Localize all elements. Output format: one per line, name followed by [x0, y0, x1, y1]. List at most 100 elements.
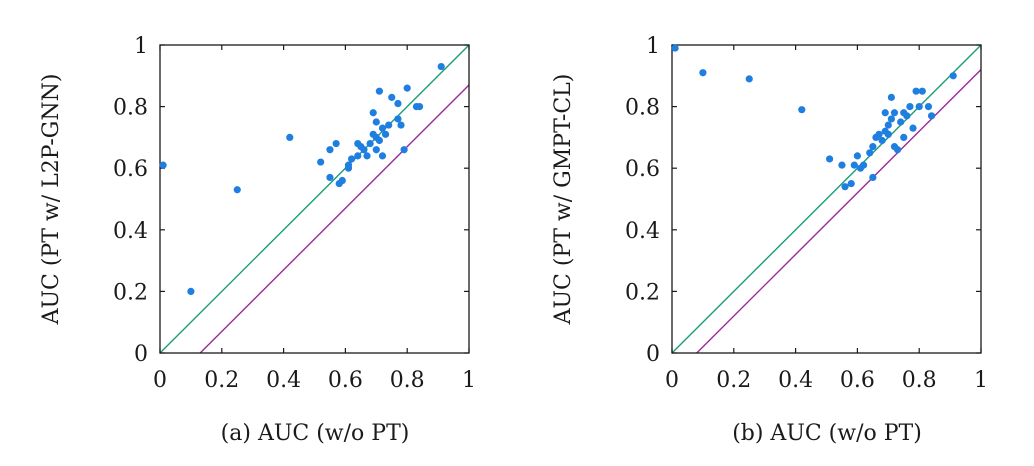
data-point	[798, 106, 806, 114]
data-point	[878, 136, 886, 145]
y-tick-label: 0.2	[625, 280, 660, 305]
data-point	[375, 87, 383, 95]
x-tick-label: 0.4	[778, 368, 813, 393]
panel-b: 0 0.2 0.4 0.6 0.8 1 0 0.2 0.4 0.6 0.8 1 AUC (PT w/ G…	[551, 34, 988, 446]
panel-caption: (a) AUC (w/o PT)	[221, 421, 410, 446]
data-point	[363, 152, 371, 160]
data-point	[397, 121, 405, 129]
x-tick-label: 1	[974, 368, 988, 393]
reference-line-2	[199, 84, 469, 353]
data-point	[918, 87, 926, 95]
data-point	[909, 124, 917, 132]
data-point	[332, 139, 340, 148]
data-point	[372, 118, 380, 126]
data-point	[875, 130, 883, 138]
y-tick-label: 1	[646, 34, 660, 59]
data-point	[372, 146, 380, 154]
y-tick-label: 0.6	[625, 157, 660, 182]
data-point	[317, 158, 325, 166]
data-point	[869, 173, 877, 182]
panel-a: 0 0.2 0.4 0.6 0.8 1 0 0.2 0.4 0.6 0.8 1 AUC (PT w/ L…	[39, 34, 476, 446]
data-point	[884, 130, 892, 138]
data-point	[893, 146, 902, 154]
data-point	[415, 103, 424, 111]
x-tick-label: 0.6	[840, 368, 875, 393]
x-tick-label: 0.2	[204, 368, 239, 393]
y-tick-label: 0	[134, 342, 148, 367]
data-point	[906, 103, 914, 111]
data-point	[378, 124, 387, 132]
reference-line-2	[695, 69, 981, 353]
data-point	[887, 93, 895, 101]
y-tick-label: 0.8	[113, 96, 148, 121]
data-point	[887, 115, 895, 123]
data-point	[869, 143, 877, 151]
data-point	[884, 121, 892, 129]
y-axis-label: AUC (PT w/ L2P-GNN)	[39, 74, 64, 326]
y-tick-label: 0.2	[113, 280, 148, 305]
data-point	[890, 109, 899, 117]
data-point	[850, 161, 858, 169]
data-point	[900, 133, 908, 141]
data-point	[825, 155, 834, 163]
data-point	[388, 93, 396, 101]
x-tick-label: 0.4	[266, 368, 301, 393]
reference-line-1	[672, 45, 981, 353]
y-tick-label: 0	[646, 342, 660, 367]
x-tick-label: 0.8	[902, 368, 937, 393]
data-point	[400, 146, 408, 154]
y-tick-label: 0.4	[113, 219, 148, 244]
data-point	[354, 152, 362, 160]
data-point	[159, 161, 167, 169]
y-tick-label: 0.4	[625, 219, 660, 244]
data-point	[924, 103, 933, 111]
x-tick-label: 1	[462, 368, 476, 393]
reference-line-1	[160, 45, 469, 353]
x-tick-label: 0.6	[328, 368, 363, 393]
data-point	[903, 112, 911, 120]
data-point	[841, 183, 849, 191]
data-point	[394, 115, 402, 123]
y-axis-label: AUC (PT w/ GMPT-CL)	[551, 74, 576, 326]
data-point	[699, 69, 707, 77]
data-point	[403, 84, 411, 92]
data-point	[671, 44, 679, 52]
data-point	[394, 99, 402, 108]
data-point	[927, 112, 936, 120]
x-tick-label: 0	[665, 368, 679, 393]
data-point	[326, 173, 334, 182]
data-point	[360, 146, 368, 154]
axes-frame	[671, 44, 982, 354]
data-point	[866, 149, 874, 157]
y-tick-label: 0.8	[625, 96, 660, 121]
data-point	[912, 87, 920, 95]
data-point	[347, 155, 356, 163]
data-point	[745, 75, 753, 83]
data-point	[233, 186, 241, 194]
y-tick-label: 0.6	[113, 157, 148, 182]
data-point	[838, 161, 846, 169]
data-point	[381, 130, 390, 138]
data-point	[375, 136, 383, 145]
data-point	[378, 152, 387, 160]
data-point	[915, 103, 923, 111]
panel-caption: (b) AUC (w/o PT)	[732, 421, 922, 446]
data-point	[859, 161, 868, 169]
data-point	[187, 287, 195, 295]
data-point	[369, 109, 377, 117]
data-point	[326, 146, 334, 154]
data-point	[344, 161, 353, 169]
axes-frame	[159, 44, 470, 354]
data-point	[437, 62, 445, 71]
data-point	[949, 72, 957, 80]
x-tick-label: 0.8	[390, 368, 425, 393]
x-tick-label: 0.2	[716, 368, 751, 393]
data-point	[847, 180, 855, 188]
data-point	[338, 176, 346, 185]
data-point	[853, 152, 862, 160]
data-point	[286, 133, 294, 141]
data-point	[366, 139, 374, 148]
data-point	[897, 118, 905, 126]
data-point	[385, 121, 393, 129]
